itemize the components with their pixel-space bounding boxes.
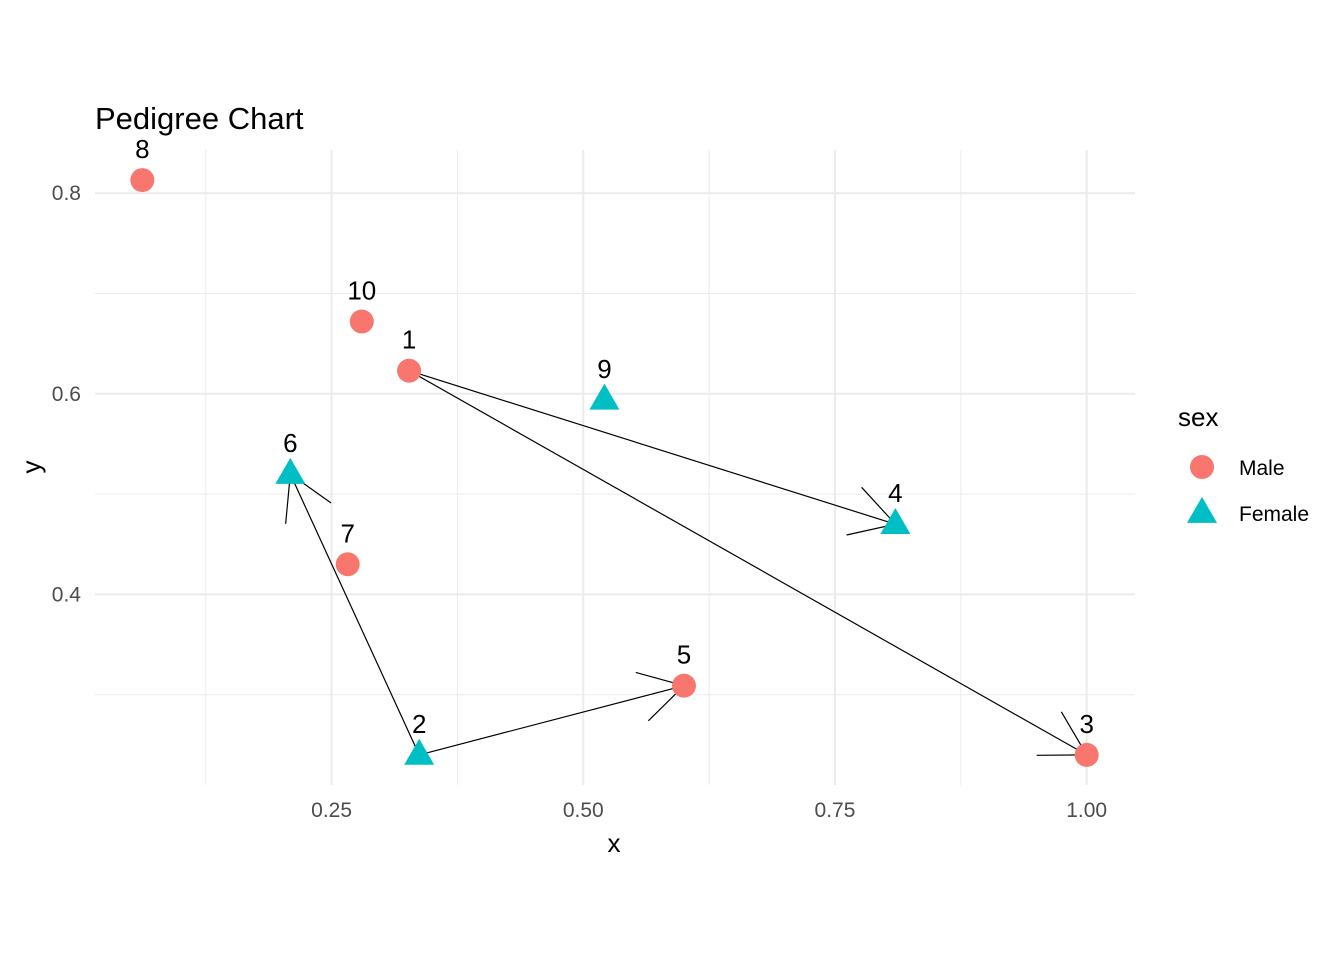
point-label: 4 xyxy=(888,478,902,508)
point-label: 9 xyxy=(597,354,611,384)
point-label: 3 xyxy=(1079,709,1093,739)
male-point xyxy=(671,673,696,698)
chart-title: Pedigree Chart xyxy=(95,101,304,136)
point-label: 10 xyxy=(347,276,376,306)
point-label: 5 xyxy=(677,640,691,670)
legend-title: sex xyxy=(1178,402,1218,432)
male-point xyxy=(397,358,422,383)
legend-label: Female xyxy=(1239,503,1309,526)
legend-male-marker xyxy=(1190,455,1214,479)
legend-label: Male xyxy=(1239,457,1285,480)
x-axis-title: x xyxy=(608,828,621,858)
y-tick-label: 0.6 xyxy=(52,383,81,406)
point-label: 2 xyxy=(412,709,426,739)
point-label: 7 xyxy=(340,518,354,548)
grid xyxy=(95,150,1135,785)
male-point xyxy=(130,168,155,193)
x-tick-label: 1.00 xyxy=(1066,799,1107,822)
y-axis-title: y xyxy=(16,461,46,474)
female-point xyxy=(275,457,306,484)
legend-female-marker xyxy=(1187,496,1217,523)
arrow-line xyxy=(408,370,896,525)
female-point xyxy=(589,383,620,410)
parent-arrows xyxy=(285,370,1088,756)
data-points xyxy=(130,168,1099,767)
female-point xyxy=(880,508,911,535)
point-label: 8 xyxy=(135,134,149,164)
x-tick-label: 0.75 xyxy=(815,799,856,822)
arrow-line xyxy=(289,473,420,756)
y-tick-label: 0.8 xyxy=(52,182,81,205)
x-tick-label: 0.50 xyxy=(563,799,604,822)
x-tick-label: 0.25 xyxy=(311,799,352,822)
male-point xyxy=(335,552,360,577)
axis-ticks: 0.25 0.50 0.75 1.00 0.4 0.6 0.8 xyxy=(52,182,1107,822)
male-point xyxy=(349,309,374,334)
arrow-line xyxy=(419,685,685,756)
legend: sex Male Female xyxy=(1178,402,1309,526)
arrow-line xyxy=(408,370,1087,756)
point-label: 6 xyxy=(283,428,297,458)
female-point xyxy=(404,738,435,765)
point-label: 1 xyxy=(402,325,416,355)
point-labels: 1 2 3 4 5 6 7 8 9 10 xyxy=(135,134,1094,739)
y-tick-label: 0.4 xyxy=(52,583,82,606)
male-point xyxy=(1074,742,1099,767)
